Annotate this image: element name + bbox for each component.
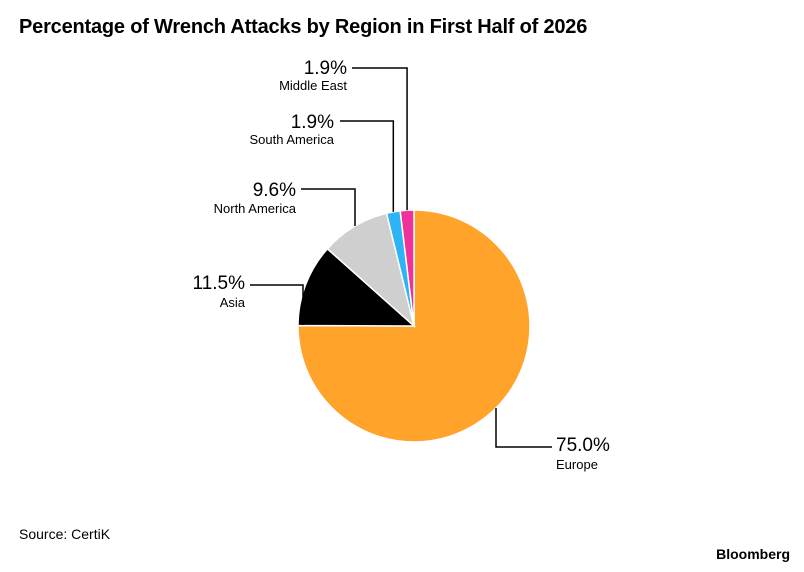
value-label-asia: 11.5% bbox=[193, 273, 246, 294]
category-label-middle-east: Middle East bbox=[279, 78, 347, 93]
chart-title: Percentage of Wrench Attacks by Region i… bbox=[19, 16, 588, 38]
category-label-north-america: North America bbox=[214, 201, 297, 216]
category-label-asia: Asia bbox=[220, 295, 246, 310]
leader-lines bbox=[250, 67, 552, 448]
leader-line-south-america bbox=[340, 120, 395, 212]
leader-line-middle-east bbox=[352, 67, 408, 211]
slice-labels: 75.0%Europe 11.5%Asia 9.6%North America 1.9… bbox=[193, 58, 610, 472]
category-label-south-america: South America bbox=[249, 132, 334, 147]
value-label-north-america: 9.6% bbox=[253, 180, 296, 201]
leader-line-asia bbox=[250, 284, 304, 325]
source-note: Source: CertiK bbox=[19, 526, 111, 542]
category-label-europe: Europe bbox=[556, 457, 598, 472]
value-label-middle-east: 1.9% bbox=[304, 58, 347, 79]
leader-line-europe bbox=[495, 408, 552, 448]
pie-slice-asia bbox=[297, 247, 416, 327]
value-label-europe: 75.0% bbox=[556, 435, 610, 456]
pie-slices bbox=[297, 209, 531, 443]
leader-line-north-america bbox=[301, 188, 356, 226]
value-label-south-america: 1.9% bbox=[291, 112, 334, 133]
bloomberg-logo: Bloomberg bbox=[716, 546, 790, 562]
